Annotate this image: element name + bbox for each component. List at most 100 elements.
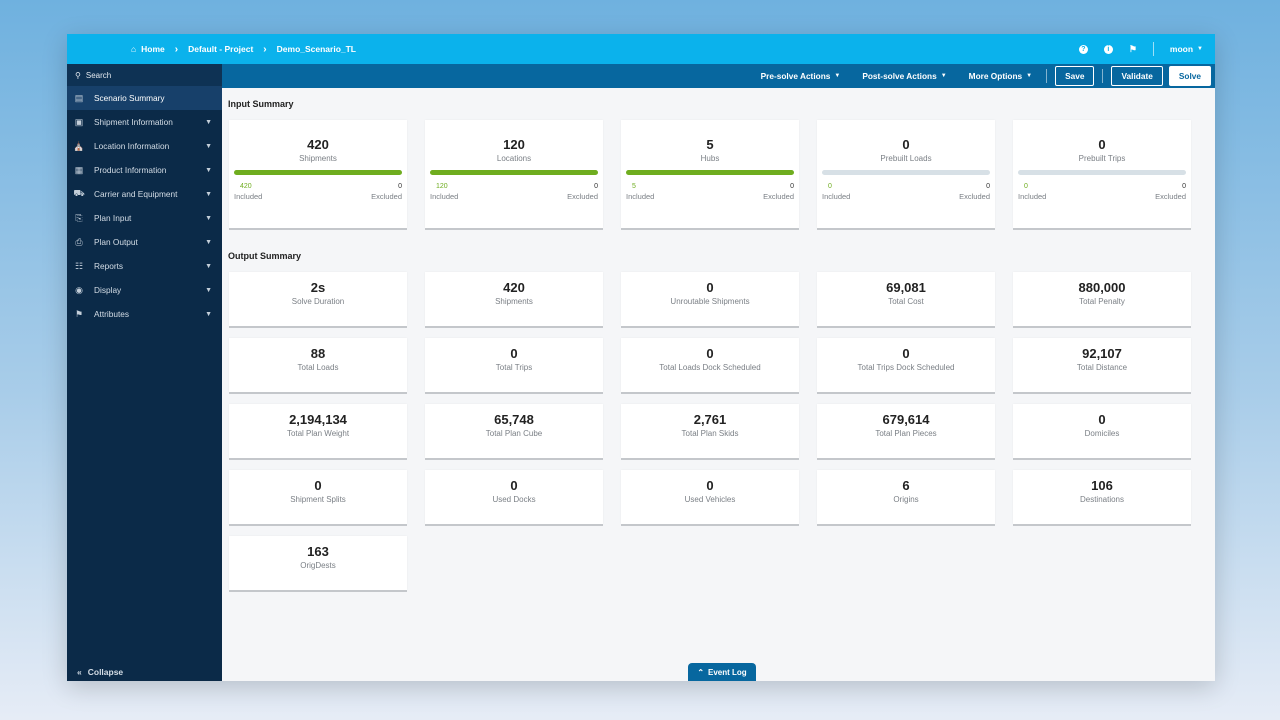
card-label: OrigDests bbox=[300, 561, 336, 570]
excluded-count: 0 bbox=[594, 183, 598, 190]
card-label: Total Loads bbox=[297, 363, 339, 372]
card-label: Total Trips Dock Scheduled bbox=[857, 363, 955, 372]
warehouse-icon: ⛪ bbox=[73, 140, 85, 151]
sidebar-item-location-information[interactable]: ⛪ Location Information ▼ bbox=[67, 134, 222, 158]
included-label: Included bbox=[626, 192, 655, 201]
input-summary-card: 5 Hubs 5 0 Included Excluded bbox=[621, 120, 799, 228]
sidebar-item-display[interactable]: ◉ Display ▼ bbox=[67, 278, 222, 302]
sidebar-item-reports[interactable]: ☷ Reports ▼ bbox=[67, 254, 222, 278]
chart-icon: ▤ bbox=[74, 92, 84, 103]
output-summary-card: 0 Shipment Splits bbox=[229, 470, 407, 524]
sidebar-item-label: Scenario Summary bbox=[94, 93, 165, 103]
chevron-down-icon: ▼ bbox=[205, 118, 212, 126]
output-summary-card: 0 Total Loads Dock Scheduled bbox=[621, 338, 799, 392]
output-summary-card: 2,194,134 Total Plan Weight bbox=[229, 404, 407, 458]
progress-bar bbox=[1018, 170, 1186, 175]
card-value: 420 bbox=[307, 137, 329, 152]
bell-icon[interactable]: ⚑ bbox=[1128, 43, 1137, 54]
card-value: 880,000 bbox=[1078, 280, 1126, 295]
post-solve-label: Post-solve Actions bbox=[862, 71, 937, 81]
chevron-down-icon: ▼ bbox=[205, 286, 212, 294]
post-solve-actions-menu[interactable]: Post-solve Actions ▼ bbox=[862, 71, 946, 81]
sidebar-item-label: Attributes bbox=[94, 309, 130, 319]
sidebar-item-label: Plan Input bbox=[94, 213, 132, 223]
chevron-down-icon: ▼ bbox=[205, 166, 212, 174]
output-summary-card: 0 Total Trips Dock Scheduled bbox=[817, 338, 995, 392]
sidebar: ⚲ Search ▤ Scenario Summary ▣ Shipment I… bbox=[67, 64, 222, 681]
card-value: 0 bbox=[314, 478, 322, 493]
excluded-count: 0 bbox=[790, 183, 794, 190]
card-label: Shipments bbox=[495, 297, 533, 306]
report-icon: ☷ bbox=[74, 260, 84, 271]
box-icon: ▣ bbox=[74, 116, 84, 127]
user-menu[interactable]: moon ▼ bbox=[1170, 44, 1203, 54]
included-label: Included bbox=[1018, 192, 1047, 201]
output-summary-title: Output Summary bbox=[228, 251, 302, 261]
save-button[interactable]: Save bbox=[1055, 66, 1095, 86]
chevron-down-icon: ▼ bbox=[205, 310, 212, 318]
card-value: 5 bbox=[706, 137, 714, 152]
output-summary-card: 2s Solve Duration bbox=[229, 272, 407, 326]
output-summary-card: 0 Used Vehicles bbox=[621, 470, 799, 524]
bar-labels: Included Excluded bbox=[817, 190, 995, 201]
products-icon: ▦ bbox=[74, 164, 84, 175]
info-icon[interactable]: i bbox=[1103, 44, 1113, 54]
excluded-label: Excluded bbox=[763, 192, 794, 201]
chevron-down-icon: ▼ bbox=[205, 190, 212, 198]
collapse-button[interactable]: « Collapse bbox=[77, 667, 123, 677]
output-summary-card: 880,000 Total Penalty bbox=[1013, 272, 1191, 326]
sidebar-item-attributes[interactable]: ⚑ Attributes ▼ bbox=[67, 302, 222, 326]
sidebar-item-plan-input[interactable]: ⎘ Plan Input ▼ bbox=[67, 206, 222, 230]
top-bar: ⌂ Home › Default - Project › Demo_Scenar… bbox=[67, 34, 1215, 64]
output-summary-card: 679,614 Total Plan Pieces bbox=[817, 404, 995, 458]
output-summary-card: 0 Domiciles bbox=[1013, 404, 1191, 458]
breadcrumb-home[interactable]: ⌂ Home bbox=[131, 44, 165, 54]
included-count: 420 bbox=[240, 183, 252, 190]
sidebar-search[interactable]: ⚲ Search bbox=[67, 64, 222, 86]
double-chevron-left-icon: « bbox=[77, 667, 82, 677]
solve-button[interactable]: Solve bbox=[1168, 66, 1211, 86]
search-label: Search bbox=[85, 70, 112, 80]
pre-solve-actions-menu[interactable]: Pre-solve Actions ▼ bbox=[761, 71, 841, 81]
card-label: Unroutable Shipments bbox=[670, 297, 750, 306]
event-log-label: Event Log bbox=[708, 667, 747, 677]
progress-bar bbox=[234, 170, 402, 175]
output-summary-card: 88 Total Loads bbox=[229, 338, 407, 392]
sidebar-item-product-information[interactable]: ▦ Product Information ▼ bbox=[67, 158, 222, 182]
app-window: ⌂ Home › Default - Project › Demo_Scenar… bbox=[67, 34, 1215, 681]
card-value: 679,614 bbox=[882, 412, 930, 427]
chevron-down-icon: ▼ bbox=[205, 238, 212, 246]
validate-button[interactable]: Validate bbox=[1111, 66, 1163, 86]
card-label: Total Penalty bbox=[1079, 297, 1125, 306]
excluded-label: Excluded bbox=[371, 192, 402, 201]
globe-icon: ◉ bbox=[75, 284, 83, 295]
divider bbox=[1046, 69, 1048, 83]
breadcrumb-scenario-label: Demo_Scenario_TL bbox=[276, 44, 357, 54]
card-value: 420 bbox=[503, 280, 525, 295]
card-value: 69,081 bbox=[886, 280, 926, 295]
output-summary-card: 106 Destinations bbox=[1013, 470, 1191, 524]
input-summary-title: Input Summary bbox=[228, 99, 294, 109]
chevron-down-icon: ▼ bbox=[834, 73, 841, 79]
progress-bar-fill bbox=[626, 170, 794, 175]
output-summary-card: 2,761 Total Plan Skids bbox=[621, 404, 799, 458]
breadcrumb-scenario[interactable]: Demo_Scenario_TL bbox=[277, 44, 356, 54]
card-label: Used Vehicles bbox=[684, 495, 736, 504]
output-summary-card: 163 OrigDests bbox=[229, 536, 407, 590]
event-log-button[interactable]: ⌃ Event Log bbox=[688, 663, 756, 681]
breadcrumb-project[interactable]: Default - Project bbox=[188, 44, 253, 54]
chevron-right-icon: › bbox=[174, 43, 179, 55]
sidebar-item-carrier-and-equipment[interactable]: ⛟ Carrier and Equipment ▼ bbox=[67, 182, 222, 206]
sidebar-item-scenario-summary[interactable]: ▤ Scenario Summary bbox=[67, 86, 222, 110]
sidebar-item-shipment-information[interactable]: ▣ Shipment Information ▼ bbox=[67, 110, 222, 134]
sidebar-item-plan-output[interactable]: ⎙ Plan Output ▼ bbox=[67, 230, 222, 254]
card-label: Domiciles bbox=[1084, 429, 1120, 438]
progress-bar bbox=[430, 170, 598, 175]
card-label: Prebuilt Loads bbox=[880, 154, 932, 163]
more-options-menu[interactable]: More Options ▼ bbox=[969, 71, 1032, 81]
card-value: 120 bbox=[503, 137, 525, 152]
help-icon[interactable]: ? bbox=[1078, 44, 1088, 54]
plan-output-icon: ⎙ bbox=[75, 236, 83, 247]
